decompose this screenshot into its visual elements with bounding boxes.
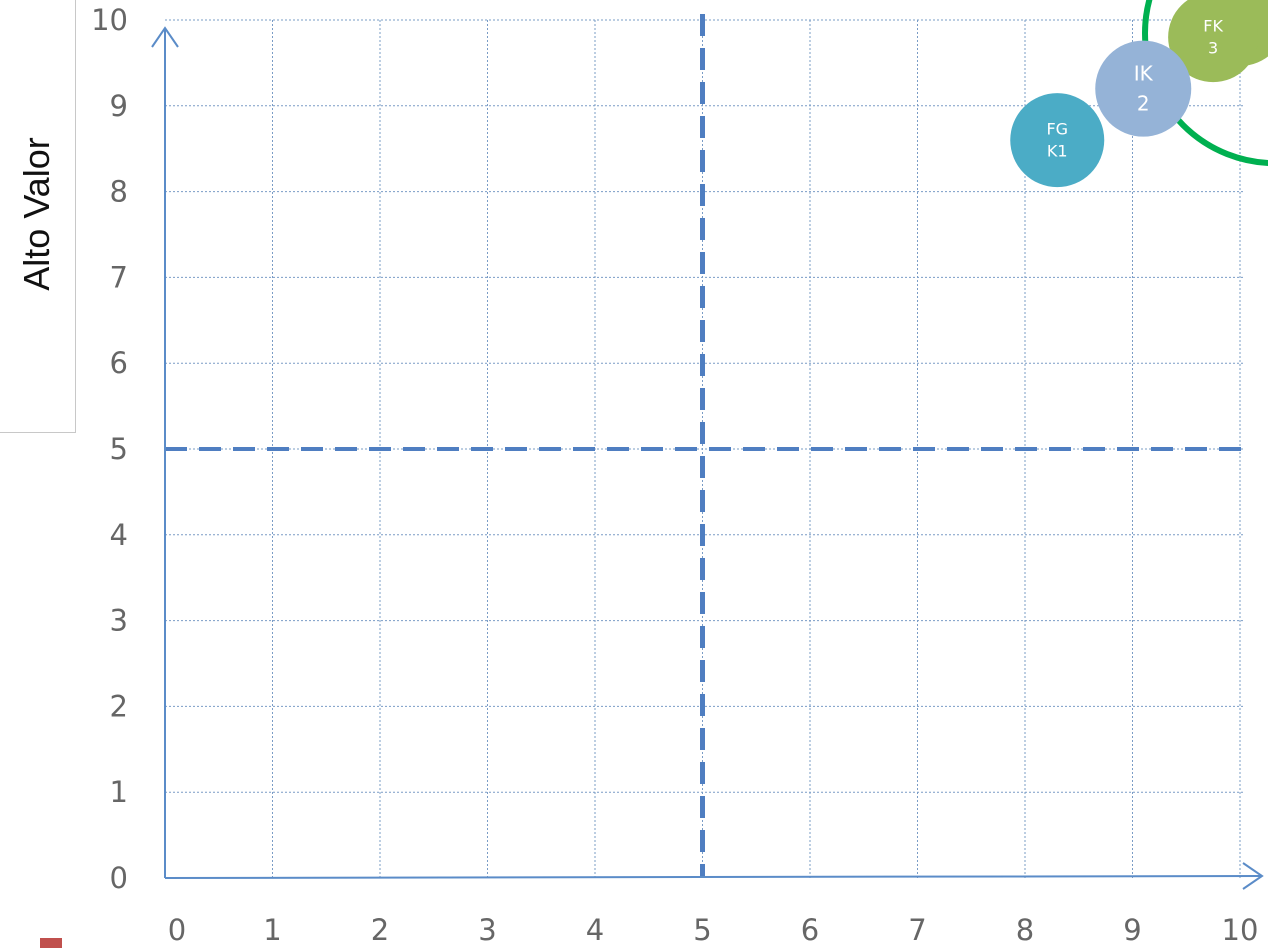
data-label: IK: [1242, 0, 1258, 4]
y-tick-label: 1: [110, 775, 128, 809]
x-tick-label: 4: [586, 913, 604, 947]
ring-layer: [1142, 0, 1268, 166]
data-bubble: FG K1: [1010, 93, 1105, 188]
y-tick-label: 7: [110, 260, 128, 294]
data-label: 2: [1137, 91, 1150, 115]
data-label: FK: [1203, 16, 1223, 35]
x-tick-label: 2: [371, 913, 389, 947]
data-label: FG: [1046, 119, 1068, 138]
y-tick-label: 6: [110, 346, 128, 380]
data-label: IK: [1134, 61, 1154, 85]
x-tick-label: 10: [1222, 913, 1259, 947]
point-layer: IK FK 3 IK 2 FG K1: [1010, 0, 1268, 188]
x-axis-arrow: [1242, 862, 1264, 890]
y-tick-label: 10: [91, 3, 128, 37]
data-label: K1: [1047, 141, 1068, 160]
y-tick-label: 0: [110, 861, 128, 895]
y-axis-arrow: [151, 26, 179, 48]
x-tick-label: 1: [263, 913, 281, 947]
axis-layer: [151, 26, 1264, 890]
x-tick-label: 7: [908, 913, 926, 947]
data-bubble: IK 2: [1095, 40, 1192, 137]
y-tick-label: 8: [110, 175, 128, 209]
y-tick-label: 5: [110, 432, 128, 466]
data-point: [1168, 0, 1259, 83]
x-axis-line: [164, 875, 1263, 879]
tick-layer: 0 1 2 3 4 5 6 7 8 9 10 0 1 2 3 4 5 6 7 8 9 10: [91, 3, 1258, 947]
data-point: [1095, 40, 1192, 137]
data-point: [1010, 93, 1105, 188]
x-tick-label: 8: [1016, 913, 1034, 947]
y-tick-label: 9: [110, 89, 128, 123]
divider-layer: [165, 14, 1248, 878]
highlight-ring: [1142, 0, 1268, 166]
corner-marker: [40, 938, 62, 948]
x-tick-label: 3: [478, 913, 496, 947]
data-bubble: FK 3: [1168, 0, 1259, 83]
x-tick-label: 5: [693, 913, 711, 947]
data-label: 3: [1208, 38, 1218, 57]
x-tick-label: 0: [168, 913, 186, 947]
y-tick-label: 2: [110, 689, 128, 723]
x-tick-label: 9: [1123, 913, 1141, 947]
x-tick-label: 6: [801, 913, 819, 947]
y-tick-label: 3: [110, 604, 128, 638]
y-axis-title-box: Alto Valor: [0, 0, 76, 433]
y-tick-label: 4: [110, 518, 128, 552]
